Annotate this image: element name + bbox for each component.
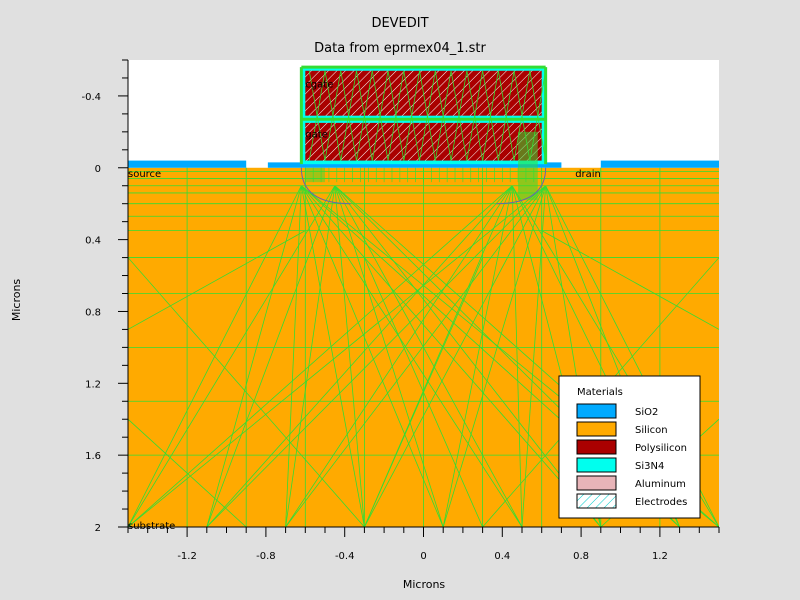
legend-label-polysilicon: Polysilicon [635, 443, 687, 454]
legend-swatch-silicon [576, 421, 617, 437]
junction-line [496, 167, 547, 205]
mesh-line [324, 70, 342, 161]
mesh-line [334, 185, 444, 527]
mesh-line [511, 185, 523, 527]
x-tick-label: 0.4 [494, 551, 510, 562]
mesh-line [285, 185, 513, 527]
y-tick-label: 0.4 [85, 236, 101, 247]
mesh-line [442, 185, 547, 527]
legend-swatch-si3n4 [576, 457, 617, 473]
mesh-line [334, 185, 523, 527]
legend-swatch-sio2 [576, 403, 617, 419]
x-tick-label: 0 [420, 551, 426, 562]
electrode-label-gate: gate [305, 130, 328, 141]
mesh-line [301, 185, 602, 527]
x-axis-label: Microns [403, 578, 446, 591]
legend-swatch-electrodes [576, 493, 617, 509]
mesh-line [300, 185, 444, 527]
mesh-dense-source [305, 167, 325, 183]
mesh-line [450, 70, 468, 161]
chart-title: DEVEDIT [371, 16, 428, 31]
mesh-line [364, 257, 483, 527]
mesh-line [285, 185, 302, 527]
mesh-line [364, 185, 546, 527]
y-tick-label: -0.4 [81, 92, 101, 103]
region-sio2-1 [128, 160, 247, 168]
mesh-line [541, 230, 719, 330]
electrode-label-drain: drain [575, 169, 601, 180]
mesh-dense-drain [518, 131, 538, 201]
mesh-line [128, 257, 365, 527]
region-sio2-2 [600, 160, 719, 168]
mesh-line [128, 185, 513, 527]
mesh-line [497, 70, 515, 161]
x-tick-label: -0.4 [335, 551, 355, 562]
mesh-line [285, 185, 336, 527]
mesh-line [206, 185, 336, 527]
mesh-line [334, 185, 365, 527]
y-axis-label: Microns [10, 279, 23, 322]
junction-line [300, 167, 351, 205]
legend-swatch-polysilicon [576, 439, 617, 455]
mesh-line [308, 70, 326, 161]
x-tick-label: 0.8 [573, 551, 589, 562]
mesh-line [356, 70, 373, 161]
mesh-line [419, 70, 436, 161]
mesh-line [403, 70, 420, 161]
x-tick-label: 1.2 [652, 551, 668, 562]
legend-entries: SiO2 Silicon Polysilicon Si3N4 Aluminum Elect… [576, 403, 687, 509]
mesh-line [128, 185, 546, 527]
mesh-line [466, 70, 483, 161]
y-tick-label: 2 [95, 523, 101, 534]
region-sio2-3 [267, 162, 562, 168]
legend-label-sio2: SiO2 [635, 407, 658, 418]
mesh-line [340, 70, 357, 161]
mesh-layer [128, 65, 719, 527]
x-tick-label: -1.2 [177, 551, 197, 562]
mesh-line [128, 230, 306, 330]
legend: Materials SiO2 Silicon Polysilicon Si3N4 Alu… [558, 375, 701, 519]
mesh-line [482, 70, 499, 161]
mesh-line [371, 70, 389, 161]
electrode-label-cgate: cgate [305, 79, 333, 90]
x-axis-ticks: -1.2 -0.8 -0.4 0 0.4 0.8 1.2 [127, 527, 720, 562]
mesh-line [128, 185, 336, 527]
mesh-line [334, 185, 602, 527]
legend-title: Materials [577, 387, 623, 398]
y-tick-label: 1.6 [85, 451, 101, 462]
mesh-line [387, 70, 405, 161]
mesh-line [206, 185, 513, 527]
mesh-line [301, 185, 523, 527]
legend-label-silicon: Silicon [635, 425, 668, 436]
legend-label-aluminum: Aluminum [635, 479, 686, 490]
mesh-line [442, 185, 513, 527]
y-tick-label: 0.8 [85, 307, 101, 318]
legend-swatch-aluminum [576, 475, 617, 491]
y-axis-ticks: -0.4 0 0.4 0.8 1.2 1.6 2 [81, 59, 128, 534]
mesh-line [206, 185, 302, 527]
region-polysilicon-6 [305, 122, 542, 161]
x-tick-label: -0.8 [256, 551, 276, 562]
mesh-line [300, 185, 365, 527]
mesh-line [521, 185, 547, 527]
y-tick-label: 1.2 [85, 379, 101, 390]
electrode-label-source: source [128, 169, 161, 180]
mesh-line [206, 185, 546, 527]
mesh-line [285, 185, 546, 527]
y-tick-label: 0 [95, 164, 101, 175]
chart-subtitle: Data from eprmex04_1.str [314, 41, 486, 56]
mesh-line [434, 70, 452, 161]
legend-label-si3n4: Si3N4 [635, 461, 664, 472]
legend-label-electrodes: Electrodes [635, 497, 687, 508]
mesh-line [128, 418, 247, 527]
mesh-line [513, 70, 531, 161]
